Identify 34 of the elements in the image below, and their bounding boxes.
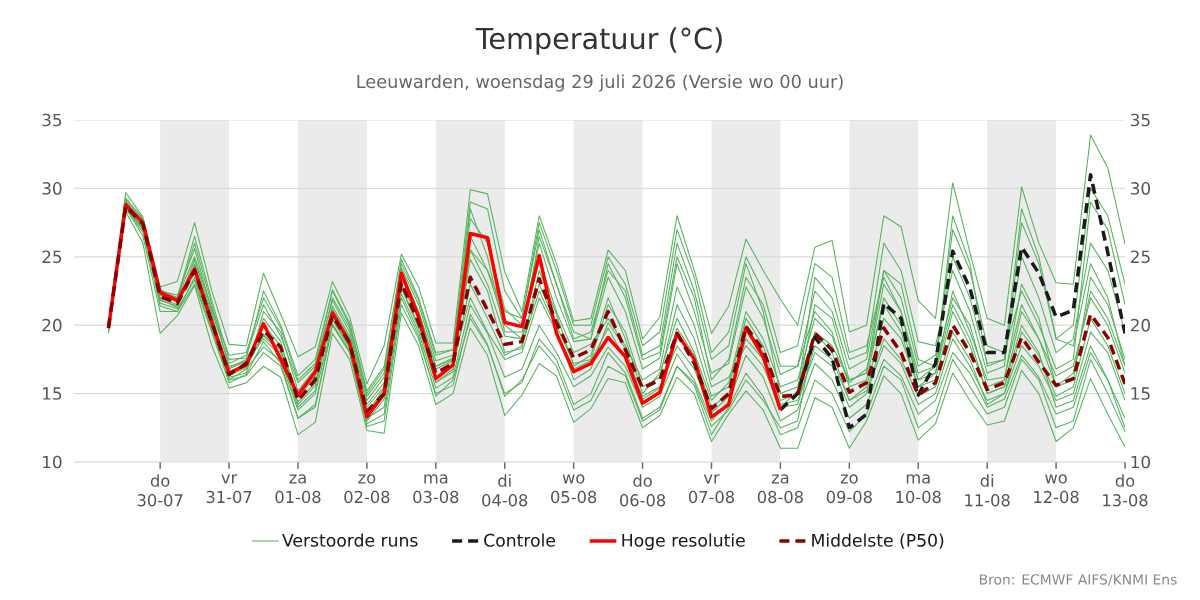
y-tick-label: 25: [42, 250, 62, 264]
x-tick-label: ma 10-08: [896, 474, 941, 504]
y2-tick-label: 35: [1131, 113, 1150, 127]
x-tick-label: zo 09-08: [826, 474, 872, 504]
legend-label: Middelste (P50): [812, 533, 944, 549]
x-tick-label: vr 31-07: [206, 474, 252, 504]
legend-label: Verstoorde runs: [282, 533, 418, 547]
y-tick-label: 20: [42, 318, 62, 332]
x-tick-label: di 04-08: [482, 474, 528, 507]
legend-label: Controle: [484, 533, 556, 547]
chart-title: Temperatuur (°C): [475, 27, 722, 55]
y-tick-label: 10: [43, 455, 62, 469]
x-tick-label: do 13-08: [1103, 474, 1148, 507]
y2-tick-label: 30: [1131, 182, 1150, 195]
y-tick-label: 35: [42, 113, 62, 127]
text: Bron: ECMWF AIFS/KNMI Ens: [979, 574, 1177, 586]
x-tick-label: vr 07-08: [688, 474, 735, 504]
x-tick-label: do 30-07: [137, 474, 183, 507]
x-tick-label: za 01-08: [275, 474, 321, 504]
x-tick-label: za 08-08: [757, 474, 803, 504]
x-tick-label: zo 02-08: [344, 474, 390, 504]
y2-tick-label: 20: [1130, 318, 1150, 332]
y2-tick-label: 10: [1131, 455, 1150, 469]
x-tick-label: di 11-08: [965, 474, 1010, 507]
x-tick-label: wo 05-08: [551, 474, 597, 504]
chart-subtitle: Leeuwarden, woensdag 29 juli 2026 (Versie wo 00 uur): [357, 74, 843, 92]
y-tick-label: 15: [43, 387, 62, 400]
legend-label: Hoge resolutie: [622, 533, 745, 551]
y-tick-label: 30: [42, 182, 62, 195]
y2-tick-label: 15: [1131, 387, 1150, 400]
y2-tick-label: 25: [1130, 250, 1150, 264]
x-tick-label: wo 12-08: [1034, 474, 1079, 504]
x-tick-label: ma 03-08: [413, 474, 459, 504]
x-tick-label: do 06-08: [620, 474, 666, 507]
